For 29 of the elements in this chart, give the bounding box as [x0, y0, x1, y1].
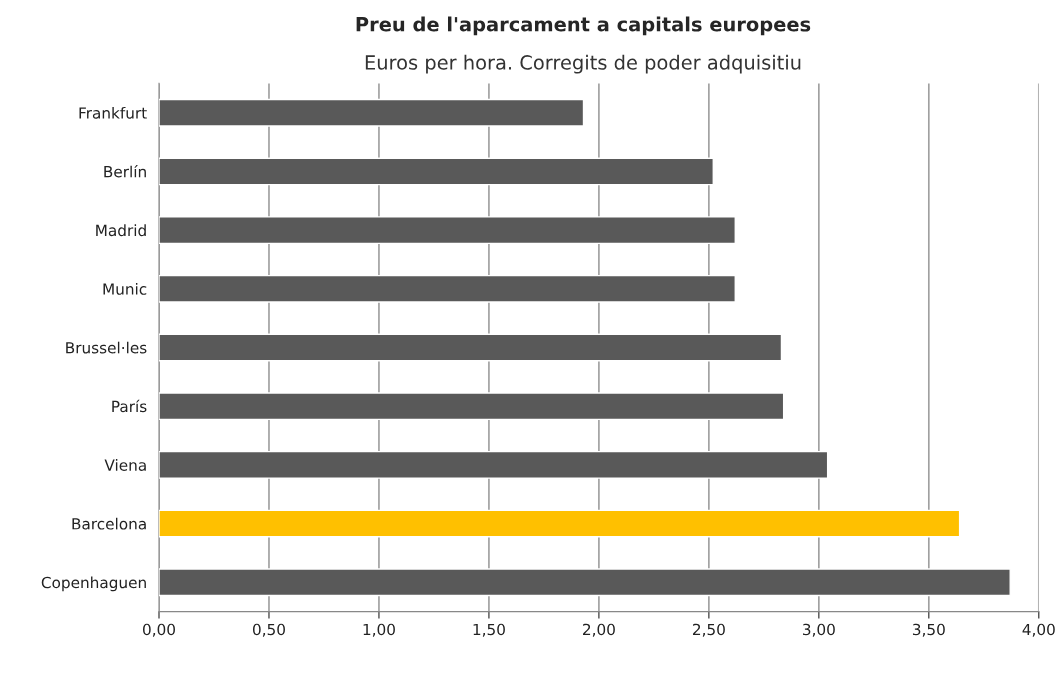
bar	[159, 568, 1011, 597]
bar	[159, 216, 736, 245]
bar	[159, 274, 736, 303]
x-tick-label: 0,00	[143, 623, 175, 637]
y-tick-label: París	[112, 399, 147, 413]
bar	[159, 392, 785, 421]
chart-title: Preu de l'aparcament a capitals europees	[356, 16, 811, 36]
chart-subtitle: Euros per hora. Corregits de poder adquisitiu	[365, 54, 801, 74]
x-tick-label: 3,50	[912, 623, 945, 637]
x-tick-label: 2,50	[692, 623, 725, 637]
y-tick-label: Madrid	[96, 224, 146, 237]
bar	[159, 333, 783, 362]
x-tick-label: 1,50	[473, 623, 505, 637]
bar	[159, 98, 585, 127]
x-tick-label: 3,00	[803, 623, 835, 637]
x-tick-label: 1,00	[363, 623, 395, 637]
y-tick-label: Brussel·les	[66, 341, 147, 354]
bar	[159, 157, 714, 186]
bar	[159, 450, 829, 479]
y-tick-label: Munic	[103, 283, 147, 295]
bar	[159, 509, 961, 538]
y-tick-label: Copenhaguen	[41, 576, 146, 592]
x-tick-label: 2,00	[583, 623, 615, 637]
x-tick-label: 4,00	[1022, 623, 1055, 637]
y-tick-label: Viena	[104, 459, 146, 471]
y-tick-label: Barcelona	[72, 517, 146, 530]
y-tick-label: Berlín	[104, 165, 146, 178]
x-tick-label: 0,50	[252, 623, 285, 637]
y-tick-label: Frankfurt	[79, 106, 147, 119]
